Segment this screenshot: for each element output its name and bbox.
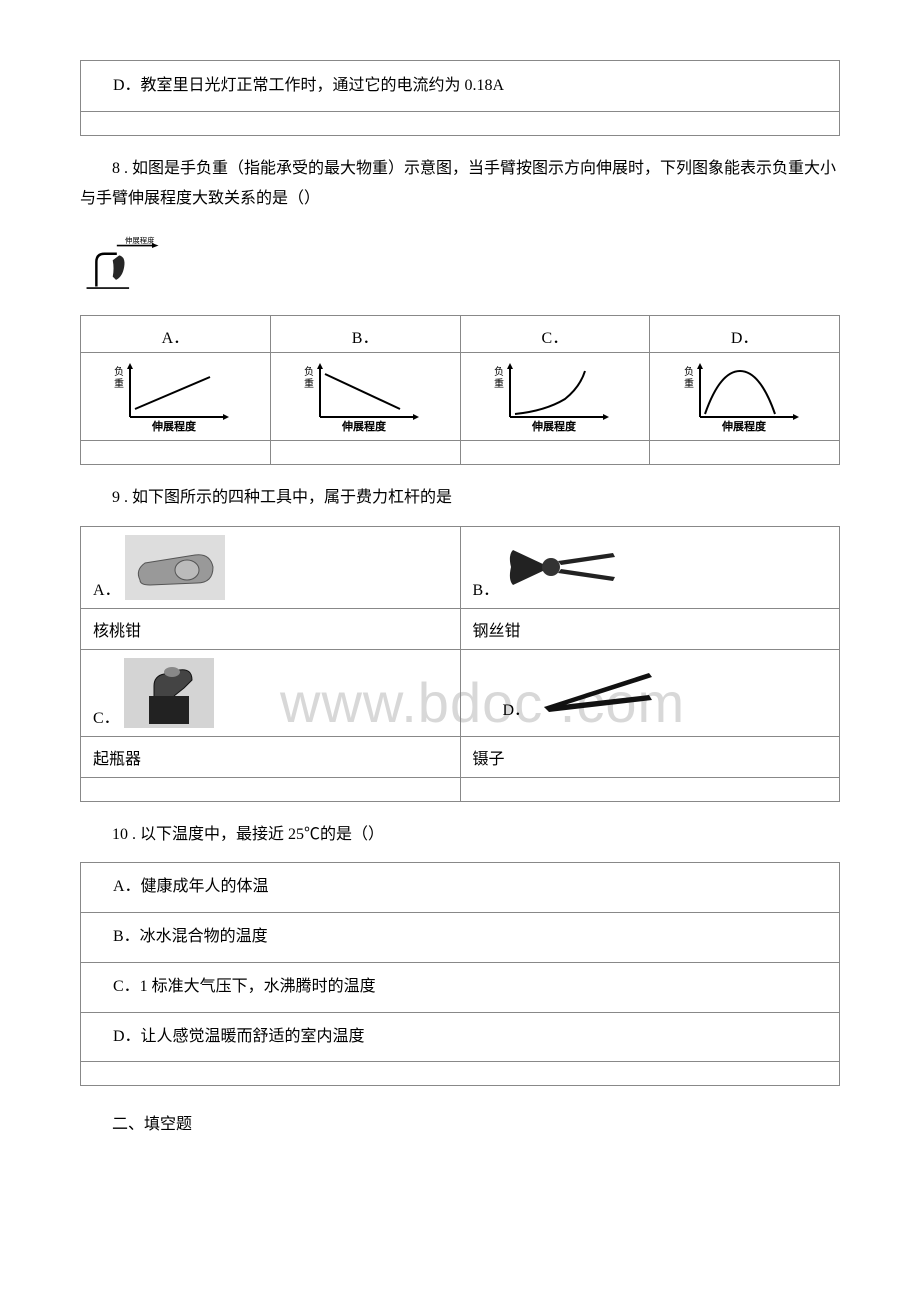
svg-text:负: 负 (684, 365, 694, 378)
q8-label-b: B． (270, 316, 460, 353)
q8-text: 8 . 如图是手负重（指能承受的最大物重）示意图，当手臂按图示方向伸展时，下列图… (80, 154, 840, 215)
q8-graph-d: 负 重 伸展程度 (650, 353, 840, 441)
q9-empty-r (460, 777, 840, 801)
tweezers-icon (534, 665, 664, 720)
svg-text:重: 重 (494, 377, 504, 390)
q9-text: 9 . 如下图所示的四种工具中，属于费力杠杆的是 (80, 483, 840, 513)
q9-cell-c: C． (81, 649, 461, 736)
arm-label-text: 伸展程度 (125, 236, 155, 245)
q8-options-table: A． B． C． D． 负 重 伸展程度 (80, 315, 840, 465)
q9-name-c: 起瓶器 (81, 736, 461, 777)
section-2-title: 二、填空题 (80, 1110, 840, 1134)
svg-text:伸展程度: 伸展程度 (721, 419, 767, 433)
q8-label-d: D． (650, 316, 840, 353)
q9-label-b: B． (473, 576, 500, 600)
svg-text:负: 负 (304, 365, 314, 378)
q9-name-b: 钢丝钳 (460, 608, 840, 649)
q9-label-a: A． (93, 576, 121, 600)
q8-empty-c (460, 441, 650, 465)
q7-empty-cell (81, 111, 840, 135)
svg-text:重: 重 (114, 377, 124, 390)
q10-empty (81, 1062, 840, 1086)
q8-label-a: A． (81, 316, 271, 353)
q9-name-a: 核桃钳 (81, 608, 461, 649)
arm-extension-diagram: 伸展程度 (80, 236, 170, 296)
q8-label-c: C． (460, 316, 650, 353)
svg-text:伸展程度: 伸展程度 (151, 419, 197, 433)
svg-text:重: 重 (684, 377, 694, 390)
svg-text:伸展程度: 伸展程度 (531, 419, 577, 433)
q9-tools-table: A． B． (80, 526, 840, 802)
q9-label-c: C． (93, 704, 120, 728)
q9-cell-d: D． (460, 649, 840, 736)
q9-cell-b: B． (460, 526, 840, 608)
q8-graph-b: 负 重 伸展程度 (270, 353, 460, 441)
q10-text: 10 . 以下温度中，最接近 25℃的是（） (80, 820, 840, 850)
q10-option-d: D．让人感觉温暖而舒适的室内温度 (81, 1012, 840, 1062)
q8-empty-b (270, 441, 460, 465)
q8-graph-a: 负 重 伸展程度 (81, 353, 271, 441)
q9-label-d: D． (503, 696, 531, 720)
q8-empty-a (81, 441, 271, 465)
q9-name-d: 镊子 (460, 736, 840, 777)
svg-text:负: 负 (114, 365, 124, 378)
q10-option-b: B．冰水混合物的温度 (81, 912, 840, 962)
q10-options-table: A．健康成年人的体温 B．冰水混合物的温度 C．1 标准大气压下，水沸腾时的温度… (80, 862, 840, 1086)
q10-option-c: C．1 标准大气压下，水沸腾时的温度 (81, 962, 840, 1012)
q9-cell-a: A． (81, 526, 461, 608)
q8-graph-c: 负 重 伸展程度 (460, 353, 650, 441)
q7-option-d: D．教室里日光灯正常工作时，通过它的电流约为 0.18A (81, 61, 840, 112)
q10-option-a: A．健康成年人的体温 (81, 863, 840, 913)
svg-text:负: 负 (494, 365, 504, 378)
svg-text:重: 重 (304, 377, 314, 390)
pliers-icon (503, 535, 623, 600)
nutcracker-icon (125, 535, 225, 600)
q8-empty-d (650, 441, 840, 465)
q9-empty-l (81, 777, 461, 801)
bottle-opener-icon (124, 658, 214, 728)
svg-text:伸展程度: 伸展程度 (341, 419, 387, 433)
